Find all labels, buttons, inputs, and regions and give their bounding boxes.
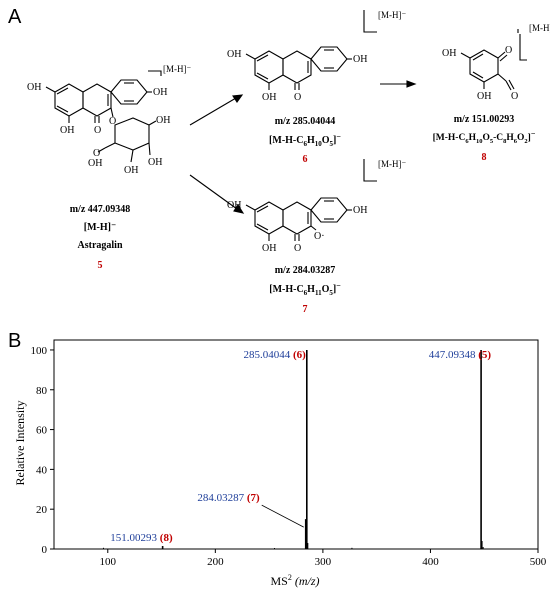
atom-label: O [93, 148, 100, 159]
panel-b-label: B [8, 330, 22, 352]
y-tick-label: 80 [36, 385, 48, 397]
atom-label: OH [88, 158, 102, 169]
x-tick-label: 500 [530, 556, 547, 568]
x-tick-label: 400 [422, 556, 439, 568]
atom-label: O [294, 243, 301, 254]
atom-label: O [294, 92, 301, 103]
peak-label: 151.00293 (8) [110, 532, 173, 544]
structure-fragment-7 [245, 197, 352, 241]
atom-label: OH [227, 49, 241, 60]
atom-label: OH [353, 205, 367, 216]
ion-bracket-7 [363, 159, 377, 182]
atom-label: OH [148, 157, 162, 168]
atom-label: OH [262, 243, 276, 254]
ion-5: [M-H]⁻ [84, 222, 117, 233]
atom-label: OH [156, 115, 170, 126]
compound-number-8: 8 [482, 152, 487, 163]
mz-8: m/z 151.00293 [454, 114, 515, 125]
ion-label-7: [M-H]⁻ [378, 159, 406, 169]
atom-label: O [94, 125, 101, 136]
atom-label: OH [153, 87, 167, 98]
y-tick-label: 60 [36, 425, 48, 437]
structure-fragment-6 [245, 46, 352, 90]
peak-label: 285.04044 (6) [243, 349, 306, 361]
y-tick-label: 0 [42, 544, 48, 556]
x-tick-label: 300 [315, 556, 332, 568]
peak-label: 284.03287 (7) [197, 492, 260, 504]
mz-5: m/z 447.09348 [70, 204, 131, 215]
x-tick-label: 200 [207, 556, 224, 568]
atom-label: OH [262, 92, 276, 103]
reaction-arrow-5-to-7 [189, 174, 245, 214]
atom-label: OH [442, 48, 456, 59]
y-axis-label: Relative Intensity [13, 401, 27, 486]
atom-label: OH [227, 200, 241, 211]
compound-number-7: 7 [303, 304, 308, 315]
mz-7: m/z 284.03287 [275, 265, 336, 276]
panel-a-label: A [8, 6, 22, 28]
reaction-arrow-6-to-8 [380, 80, 417, 88]
x-axis-label: MS2 (m/z) [270, 573, 319, 588]
atom-label: O [109, 116, 116, 127]
structure-fragment-8 [460, 49, 515, 91]
x-tick-label: 100 [100, 556, 117, 568]
atom-label: O [505, 45, 512, 56]
compound-number-5: 5 [98, 260, 103, 271]
ion-label-8: [M-H]⁻ [529, 23, 550, 33]
structure-astragalin [45, 79, 157, 163]
peak-leader-line [261, 504, 304, 528]
ion-bracket-8 [517, 29, 527, 61]
radical-oxygen: O· [314, 231, 325, 242]
y-tick-label: 100 [31, 345, 48, 357]
y-tick-label: 40 [36, 464, 48, 476]
ion-bracket-6 [363, 10, 377, 33]
plot-frame [53, 339, 539, 550]
atom-label: OH [124, 165, 138, 176]
ms2-spectrum-chart: 100 200 300 400 500 0 20 40 60 80 100 151.00293 (8… [13, 339, 547, 588]
atom-label: OH [353, 54, 367, 65]
ion-label-6: [M-H]⁻ [378, 10, 406, 20]
fragmentation-scheme: OH OH O O OH O OH OH OH OH [M-H]⁻ OH OH … [27, 10, 550, 315]
atom-label: O [511, 91, 518, 102]
atom-label: OH [60, 125, 74, 136]
compound-number-6: 6 [303, 154, 308, 165]
ion-formula-8: [M-H-C6H10O5-C8H6O2]− [433, 129, 536, 145]
y-tick-label: 20 [36, 504, 48, 516]
ion-bracket-5 [148, 70, 162, 76]
reaction-arrow-5-to-6 [189, 94, 244, 126]
atom-label: OH [477, 91, 491, 102]
ion-formula-7: [M-H-C6H11O5]− [269, 281, 341, 297]
mz-6: m/z 285.04044 [275, 116, 336, 127]
peak-label: 447.09348 (5) [429, 349, 492, 361]
ion-formula-6: [M-H-C6H10O5]− [269, 132, 341, 148]
ion-label-5: [M-H]⁻ [163, 64, 191, 74]
compound-name-5: Astragalin [78, 240, 123, 251]
atom-label: OH [27, 82, 41, 93]
